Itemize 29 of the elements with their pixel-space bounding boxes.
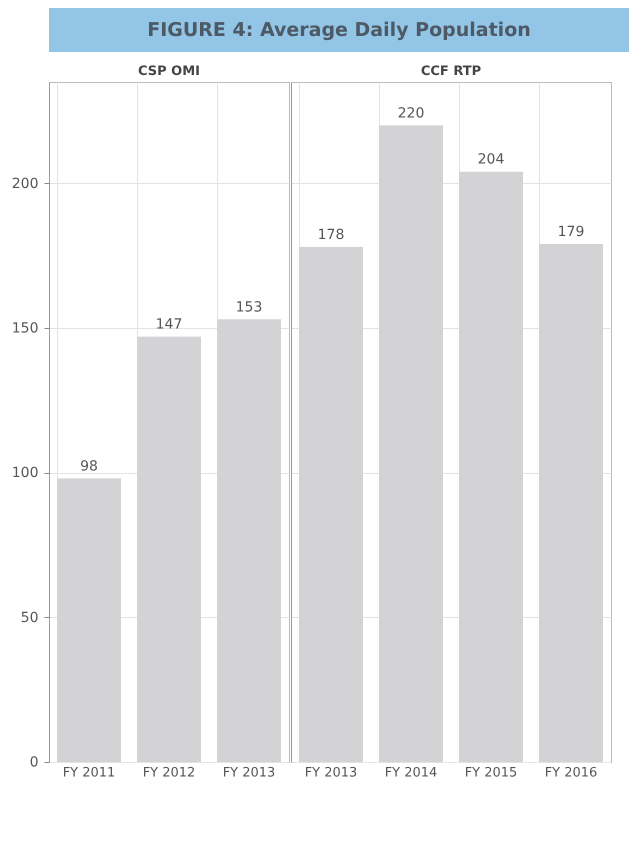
x-tick-label: FY 2013 xyxy=(304,766,358,780)
chart-title: CCF RTP xyxy=(420,64,482,79)
data-label: 204 xyxy=(478,152,504,168)
bar xyxy=(137,336,201,762)
data-label: 220 xyxy=(398,105,424,122)
x-tick-label: FY 2011 xyxy=(62,766,116,780)
data-label: 179 xyxy=(558,224,584,240)
data-label: 147 xyxy=(156,316,182,333)
y-tick-label: 50 xyxy=(20,610,38,626)
bar xyxy=(217,319,281,762)
data-label: 153 xyxy=(236,299,262,316)
x-tick-label: FY 2015 xyxy=(464,766,518,780)
text: FIGURE 4: Average Daily Population xyxy=(147,19,531,41)
y-tick-label: 200 xyxy=(12,176,38,192)
data-label: 178 xyxy=(318,226,344,243)
bar xyxy=(57,478,121,762)
data-label: 98 xyxy=(80,458,98,474)
chart-title: CSP OMI xyxy=(138,64,200,79)
x-tick-label: FY 2016 xyxy=(544,766,598,780)
y-tick-label: 100 xyxy=(12,465,38,482)
y-tick-label: 150 xyxy=(12,320,38,336)
y-tick-label: 0 xyxy=(30,754,38,770)
bar xyxy=(539,244,603,762)
bar xyxy=(379,125,443,762)
bar xyxy=(299,246,363,762)
x-tick-label: FY 2013 xyxy=(222,766,276,780)
bar xyxy=(459,172,523,762)
x-tick-label: FY 2012 xyxy=(142,766,196,780)
x-tick-label: FY 2014 xyxy=(384,766,438,780)
